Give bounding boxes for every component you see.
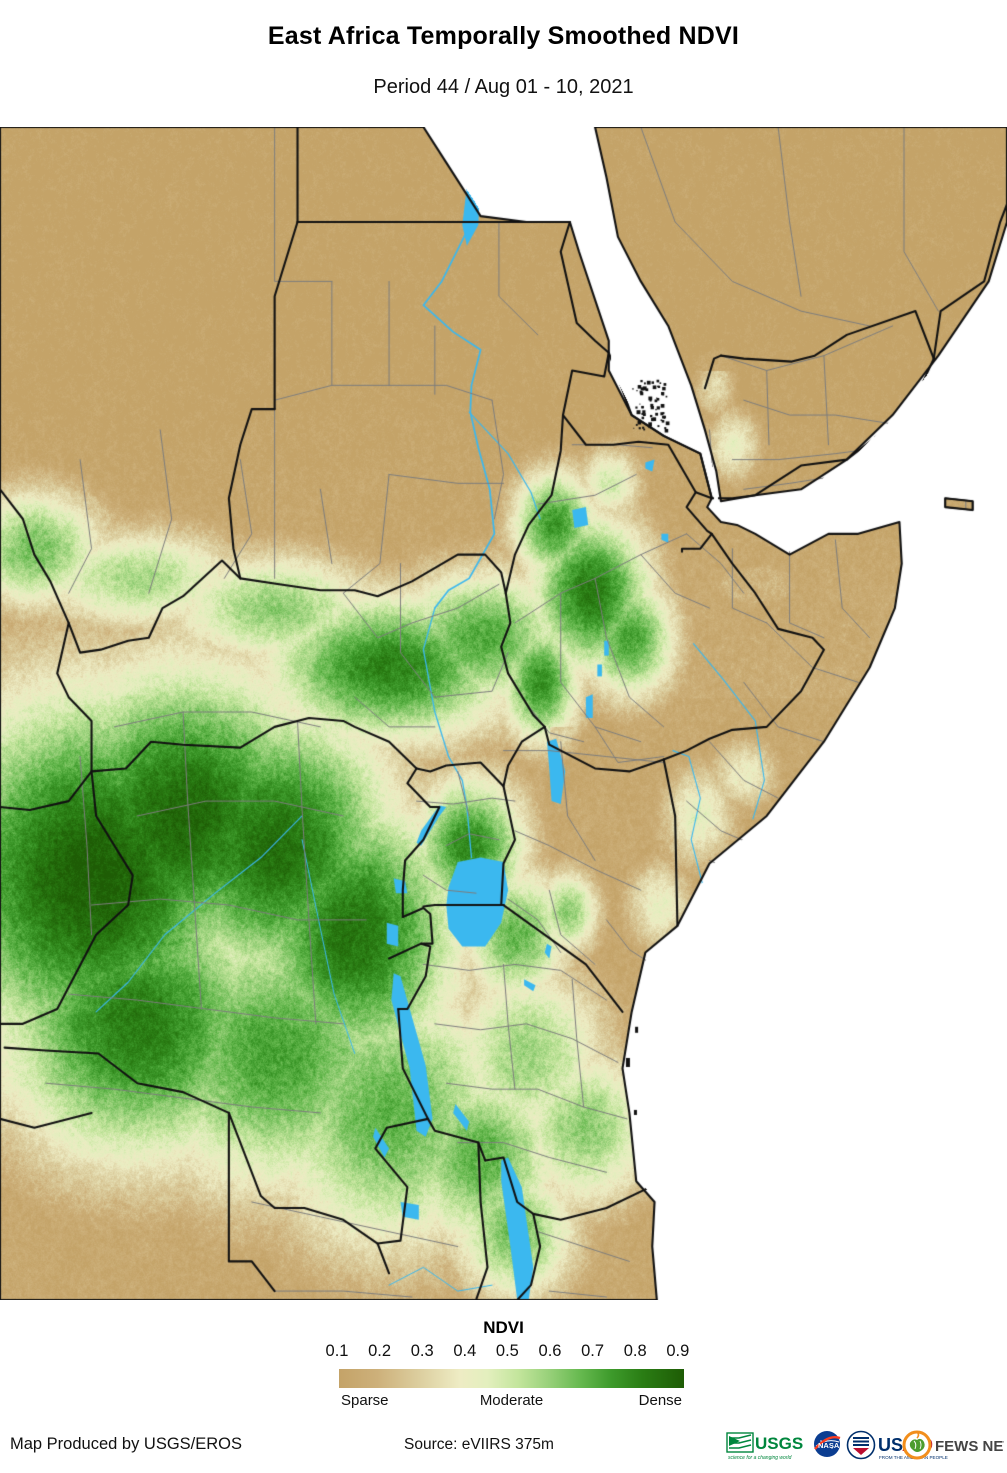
footer-source: Source: eVIIRS 375m xyxy=(404,1436,554,1453)
legend-tick-7: 0.8 xyxy=(623,1342,647,1360)
svg-text:USGS: USGS xyxy=(755,1434,803,1453)
legend-label-moderate: Moderate xyxy=(479,1392,544,1409)
svg-text:FEWS NET: FEWS NET xyxy=(935,1438,1004,1455)
fews-net-logo: FEWS NET xyxy=(902,1429,1004,1465)
footer-logo-strip: USGS science for a changing world NASA xyxy=(726,1429,1004,1469)
legend-tick-4: 0.5 xyxy=(495,1342,519,1360)
legend-tick-6: 0.7 xyxy=(581,1342,605,1360)
legend-tick-2: 0.3 xyxy=(410,1342,434,1360)
footer-credit: Map Produced by USGS/EROS xyxy=(10,1435,243,1453)
legend-color-bar xyxy=(339,1369,684,1388)
legend-tick-labels: 0.1 0.2 0.3 0.4 0.5 0.6 0.7 0.8 0.9 xyxy=(320,1342,700,1364)
page-subtitle: Period 44 / Aug 01 - 10, 2021 xyxy=(373,76,634,98)
ndvi-legend: NDVI 0.1 0.2 0.3 0.4 0.5 0.6 0.7 0.8 0.9… xyxy=(0,1300,1007,1425)
ndvi-map-panel[interactable] xyxy=(0,127,1007,1300)
legend-tick-0: 0.1 xyxy=(325,1342,349,1360)
nasa-logo: NASA xyxy=(812,1429,844,1465)
svg-text:NASA: NASA xyxy=(818,1441,840,1450)
legend-label-dense: Dense xyxy=(638,1392,682,1409)
legend-tick-8: 0.9 xyxy=(666,1342,690,1360)
legend-label-sparse: Sparse xyxy=(341,1392,389,1409)
legend-tick-1: 0.2 xyxy=(368,1342,392,1360)
ndvi-raster-map[interactable] xyxy=(0,127,1007,1300)
svg-text:science for a changing world: science for a changing world xyxy=(728,1455,792,1461)
map-footer: Map Produced by USGS/EROS Source: eVIIRS… xyxy=(0,1425,1007,1473)
legend-class-labels: Sparse Moderate Dense xyxy=(339,1392,684,1412)
svg-text:US: US xyxy=(878,1435,903,1455)
usgs-logo: USGS science for a changing world xyxy=(726,1429,808,1465)
legend-tick-3: 0.4 xyxy=(453,1342,477,1360)
legend-title: NDVI xyxy=(483,1318,524,1337)
page-title: East Africa Temporally Smoothed NDVI xyxy=(267,22,740,50)
legend-tick-5: 0.6 xyxy=(538,1342,562,1360)
map-header: East Africa Temporally Smoothed NDVI Per… xyxy=(0,0,1007,127)
